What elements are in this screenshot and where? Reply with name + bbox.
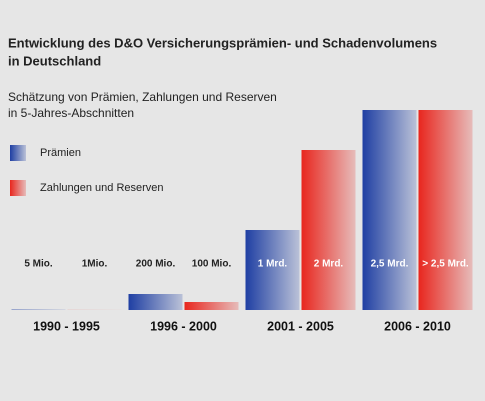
value-label: 5 Mio. bbox=[24, 259, 53, 270]
chart-subtitle: in 5-Jahres-Abschnitten bbox=[8, 106, 134, 120]
x-tick-label: 2006 - 2010 bbox=[384, 319, 451, 333]
bar bbox=[128, 294, 183, 310]
legend-swatch bbox=[10, 145, 26, 161]
value-label: 200 Mio. bbox=[136, 259, 176, 270]
value-label: 1Mio. bbox=[82, 259, 108, 270]
value-label: 100 Mio. bbox=[192, 259, 232, 270]
value-label: 1 Mrd. bbox=[258, 259, 288, 270]
x-tick-label: 1990 - 1995 bbox=[33, 319, 100, 333]
legend-label: Zahlungen und Reserven bbox=[40, 182, 164, 194]
x-tick-label: 2001 - 2005 bbox=[267, 319, 334, 333]
bar bbox=[184, 302, 239, 310]
bar bbox=[362, 110, 417, 310]
x-tick-label: 1996 - 2000 bbox=[150, 319, 217, 333]
bar bbox=[301, 150, 356, 310]
legend-label: Prämien bbox=[40, 147, 81, 159]
bar bbox=[245, 230, 300, 310]
value-label: 2 Mrd. bbox=[314, 259, 344, 270]
chart-title: Entwicklung des D&O Versicherungsprämien… bbox=[8, 35, 437, 50]
chart-subtitle: Schätzung von Prämien, Zahlungen und Res… bbox=[8, 90, 277, 104]
value-label: > 2,5 Mrd. bbox=[422, 259, 469, 270]
legend-swatch bbox=[10, 180, 26, 196]
value-label: 2,5 Mrd. bbox=[371, 259, 409, 270]
chart-title: in Deutschland bbox=[8, 53, 101, 68]
bar bbox=[418, 110, 473, 310]
